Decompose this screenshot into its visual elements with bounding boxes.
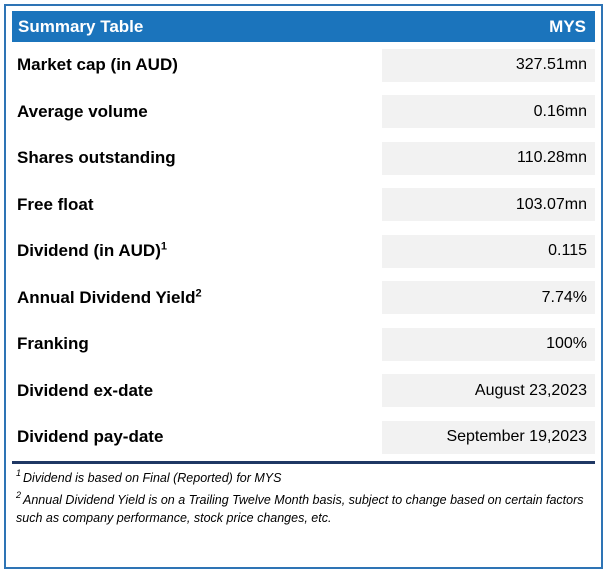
table-row: Annual Dividend Yield2 7.74% (12, 275, 595, 322)
table-row: Average volume 0.16mn (12, 89, 595, 136)
row-label-text: Annual Dividend Yield (17, 287, 196, 307)
row-label: Average volume (12, 102, 148, 122)
footnotes: 1 Dividend is based on Final (Reported) f… (12, 464, 595, 527)
row-label-superscript: 1 (160, 240, 167, 253)
table-row: Dividend pay-date September 19,2023 (12, 414, 595, 461)
table-row: Dividend ex-date August 23,2023 (12, 368, 595, 415)
row-label: Free float (12, 195, 94, 215)
row-label: Dividend pay-date (12, 427, 163, 447)
table-row: Franking 100% (12, 321, 595, 368)
row-label: Annual Dividend Yield2 (12, 288, 202, 308)
footnote-text: Annual Dividend Yield is on a Trailing T… (16, 492, 584, 525)
row-value: 7.74% (382, 281, 595, 315)
row-label-text: Dividend ex-date (17, 380, 154, 400)
row-label: Market cap (in AUD) (12, 55, 178, 75)
footnote-superscript: 2 (16, 490, 22, 501)
footnote-text: Dividend is based on Final (Reported) fo… (23, 470, 282, 485)
row-label: Dividend (in AUD)1 (12, 241, 167, 261)
footnote-superscript: 1 (16, 468, 22, 479)
row-label-superscript: 2 (195, 287, 202, 300)
table-header: Summary Table MYS (12, 11, 595, 42)
row-value: 110.28mn (382, 141, 595, 175)
table-rows: Market cap (in AUD) 327.51mn Average vol… (12, 42, 595, 464)
row-label: Shares outstanding (12, 148, 176, 168)
footnote: 2 Annual Dividend Yield is on a Trailing … (16, 491, 591, 527)
summary-table: Summary Table MYS Market cap (in AUD) 32… (12, 11, 595, 527)
row-value: August 23,2023 (382, 374, 595, 408)
row-label-text: Free float (17, 194, 94, 214)
row-label-text: Franking (17, 334, 89, 354)
table-title: Summary Table (18, 16, 144, 36)
row-value: 103.07mn (382, 188, 595, 222)
row-label-text: Shares outstanding (17, 148, 176, 168)
footnote: 1 Dividend is based on Final (Reported) f… (16, 469, 591, 487)
image-border-frame: Summary Table MYS Market cap (in AUD) 32… (4, 4, 603, 569)
row-label: Dividend ex-date (12, 381, 153, 401)
row-value: 0.115 (382, 234, 595, 268)
row-label-text: Dividend (in AUD) (17, 241, 161, 261)
row-label-text: Market cap (in AUD) (17, 55, 178, 75)
table-row: Dividend (in AUD)1 0.115 (12, 228, 595, 275)
table-row: Free float 103.07mn (12, 182, 595, 229)
row-value: 327.51mn (382, 48, 595, 82)
row-label-text: Average volume (17, 101, 148, 121)
row-label-text: Dividend pay-date (17, 427, 164, 447)
row-value: 0.16mn (382, 95, 595, 129)
row-value: 100% (382, 327, 595, 361)
table-row: Shares outstanding 110.28mn (12, 135, 595, 182)
row-label: Franking (12, 334, 89, 354)
ticker-label: MYS (549, 16, 586, 36)
table-row: Market cap (in AUD) 327.51mn (12, 42, 595, 89)
row-value: September 19,2023 (382, 420, 595, 454)
